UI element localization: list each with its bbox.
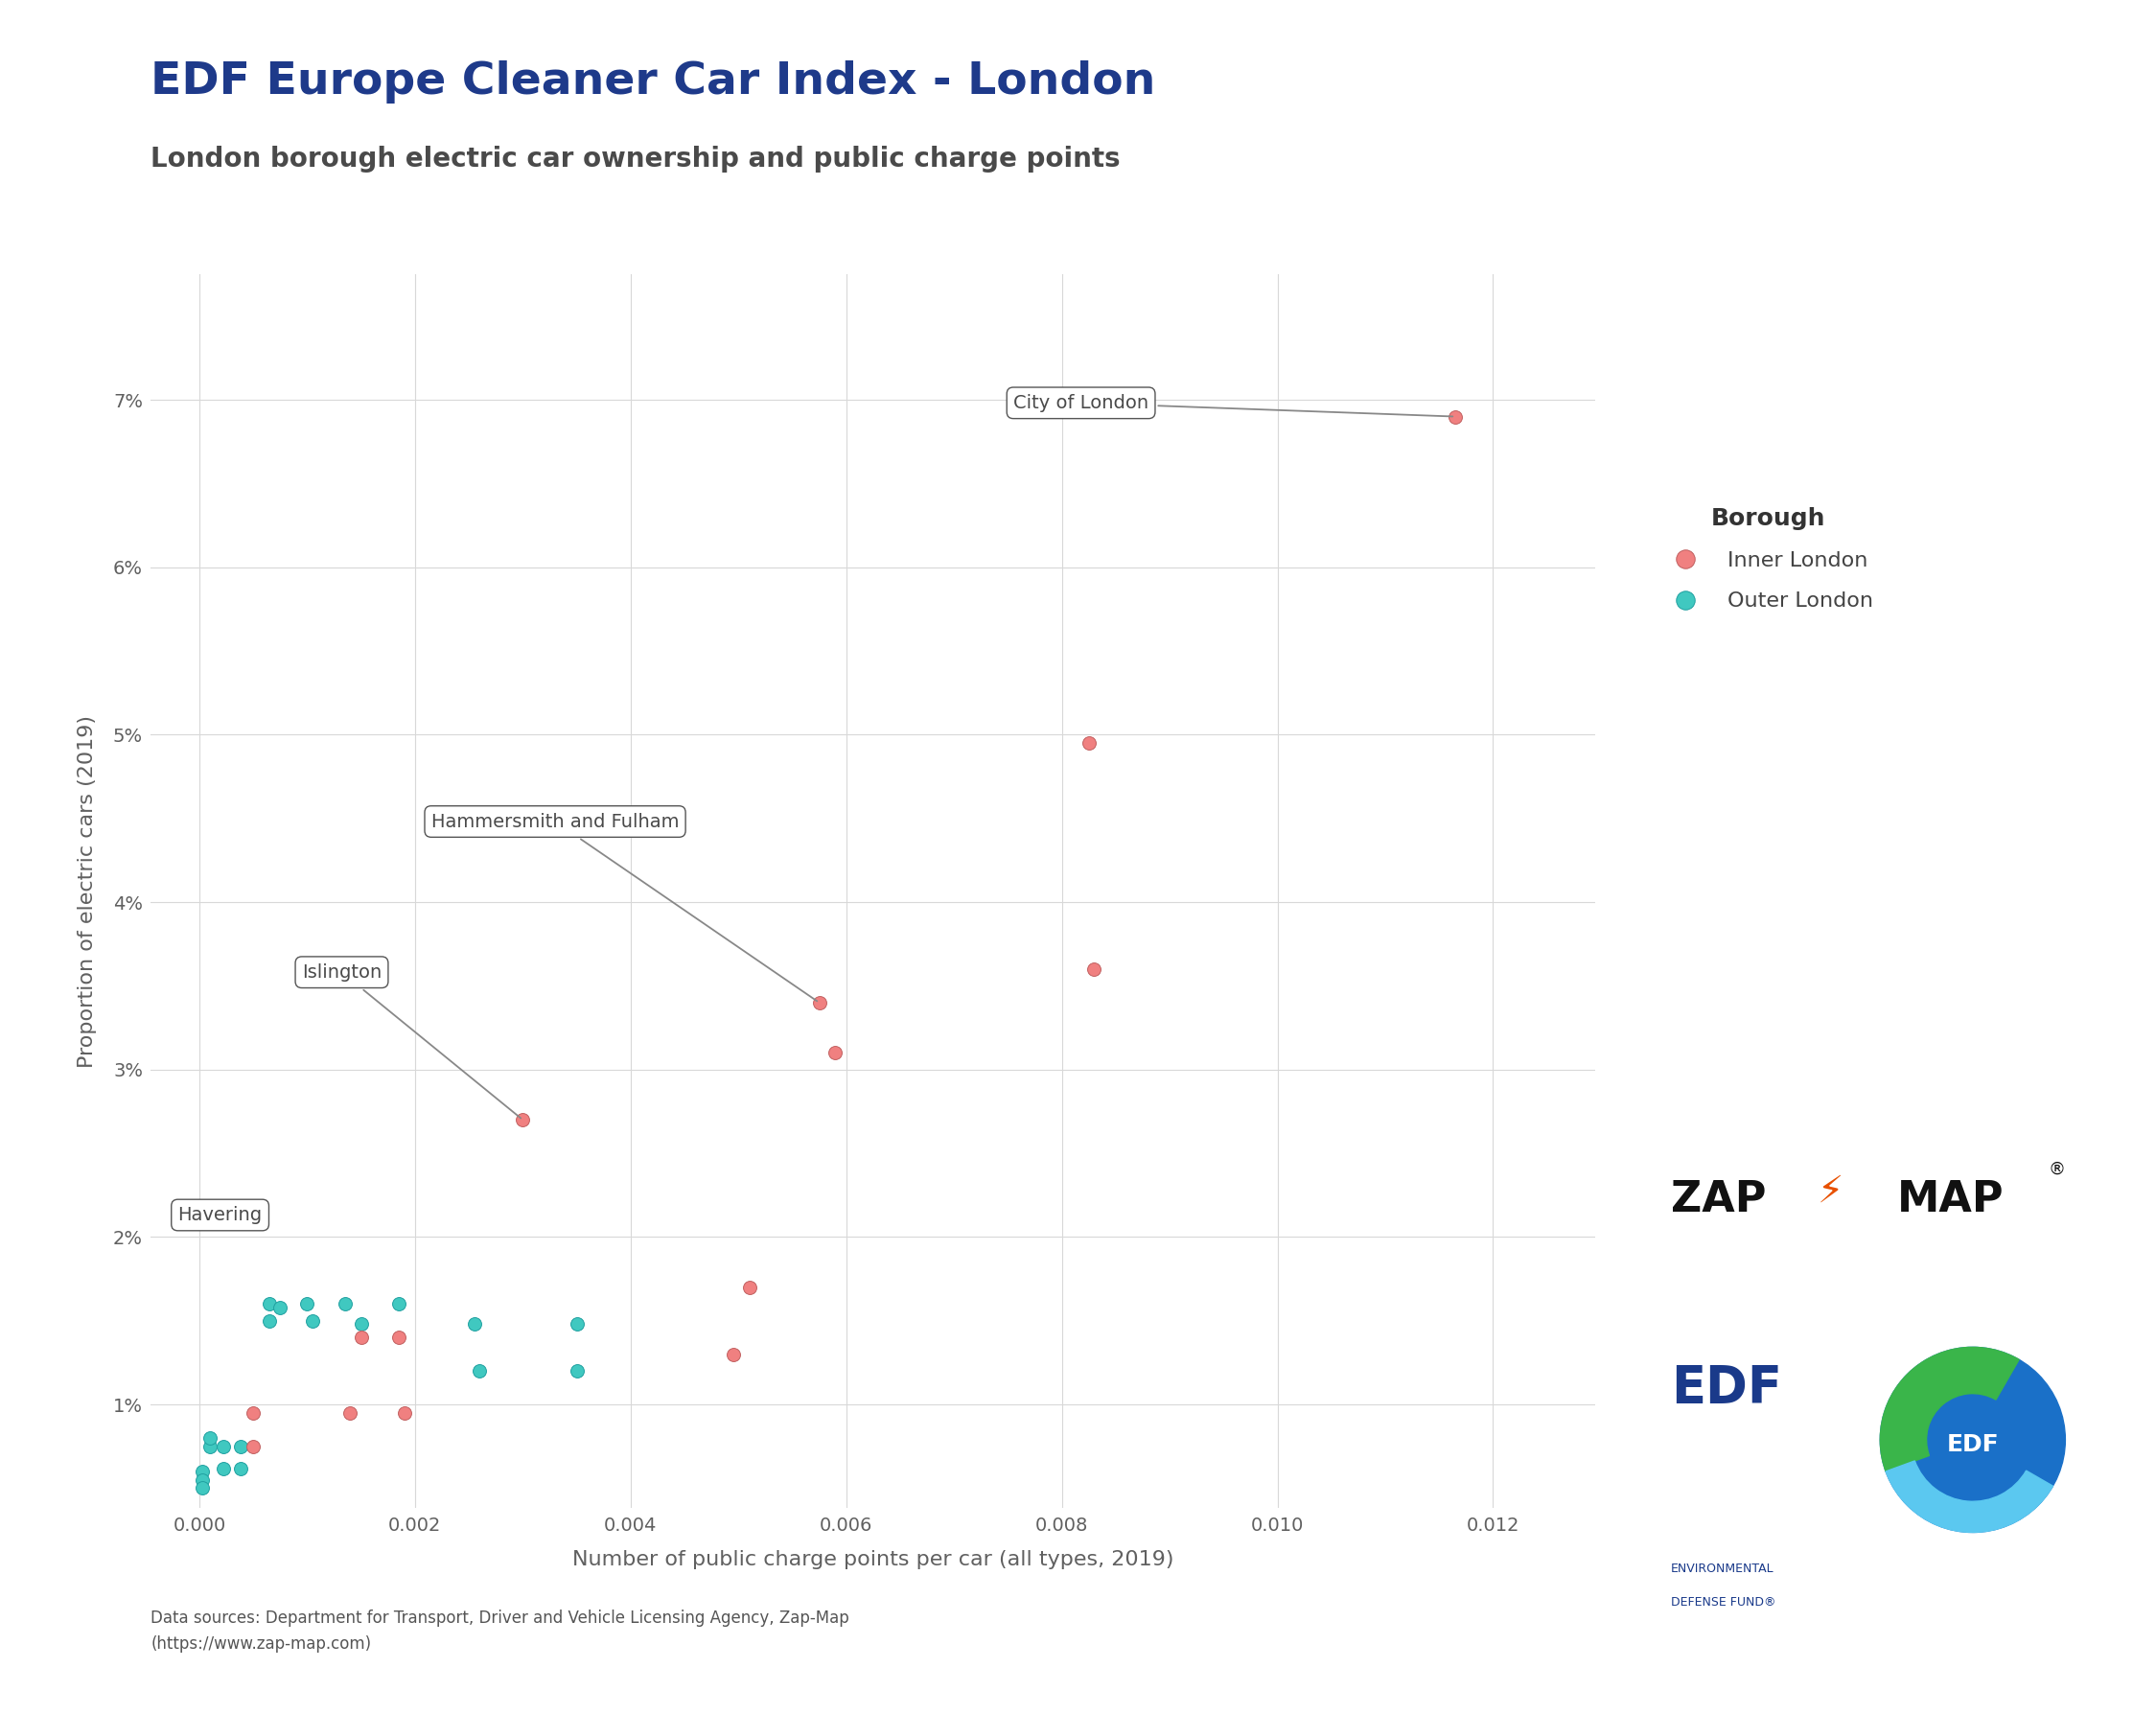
Point — [252, 1308, 287, 1335]
Text: ⚡: ⚡ — [1818, 1172, 1843, 1210]
Text: MAP: MAP — [1897, 1179, 2005, 1220]
Legend: Inner London, Outer London: Inner London, Outer London — [1664, 507, 1874, 610]
Text: ZAP: ZAP — [1671, 1179, 1766, 1220]
Point — [222, 1433, 259, 1460]
Point — [1078, 955, 1112, 982]
Point — [733, 1274, 768, 1301]
Point — [558, 1311, 593, 1339]
Text: Havering: Havering — [177, 1207, 263, 1224]
Point — [461, 1357, 496, 1385]
Point — [295, 1308, 330, 1335]
Wedge shape — [1886, 1460, 2053, 1532]
Point — [185, 1474, 220, 1501]
Point — [382, 1291, 416, 1318]
Point — [1438, 403, 1473, 430]
Point — [382, 1323, 416, 1351]
Point — [252, 1291, 287, 1318]
Point — [194, 1207, 229, 1234]
Point — [1072, 730, 1106, 758]
Text: ®: ® — [2048, 1160, 2065, 1178]
Point — [388, 1399, 423, 1426]
Text: London borough electric car ownership and public charge points: London borough electric car ownership an… — [151, 146, 1121, 173]
Point — [802, 989, 837, 1016]
Text: EDF: EDF — [1947, 1433, 1999, 1457]
Point — [332, 1399, 367, 1426]
Point — [457, 1311, 492, 1339]
Point — [289, 1291, 326, 1318]
Text: Islington: Islington — [302, 963, 522, 1118]
Point — [185, 1459, 220, 1486]
Point — [207, 1455, 239, 1483]
Y-axis label: Proportion of electric cars (2019): Proportion of electric cars (2019) — [78, 715, 97, 1068]
Point — [263, 1294, 298, 1321]
Text: EDF: EDF — [1671, 1363, 1783, 1414]
Point — [222, 1455, 259, 1483]
Point — [343, 1323, 379, 1351]
Point — [194, 1433, 229, 1460]
Point — [558, 1357, 593, 1385]
Point — [235, 1399, 272, 1426]
Point — [328, 1291, 362, 1318]
Wedge shape — [1880, 1347, 2018, 1471]
Point — [207, 1433, 239, 1460]
Text: DEFENSE FUND®: DEFENSE FUND® — [1671, 1596, 1777, 1609]
X-axis label: Number of public charge points per car (all types, 2019): Number of public charge points per car (… — [571, 1551, 1175, 1570]
Text: EDF Europe Cleaner Car Index - London: EDF Europe Cleaner Car Index - London — [151, 60, 1156, 103]
Point — [194, 1424, 229, 1452]
Text: ENVIRONMENTAL: ENVIRONMENTAL — [1671, 1561, 1774, 1575]
Point — [343, 1311, 379, 1339]
Text: Hammersmith and Fulham: Hammersmith and Fulham — [431, 812, 817, 1001]
Text: City of London: City of London — [1013, 394, 1453, 417]
Text: Data sources: Department for Transport, Driver and Vehicle Licensing Agency, Zap: Data sources: Department for Transport, … — [151, 1609, 849, 1652]
Point — [505, 1106, 539, 1133]
Point — [185, 1465, 220, 1493]
Point — [235, 1433, 272, 1460]
Point — [716, 1340, 750, 1368]
Point — [819, 1039, 854, 1066]
Circle shape — [1880, 1347, 2065, 1532]
